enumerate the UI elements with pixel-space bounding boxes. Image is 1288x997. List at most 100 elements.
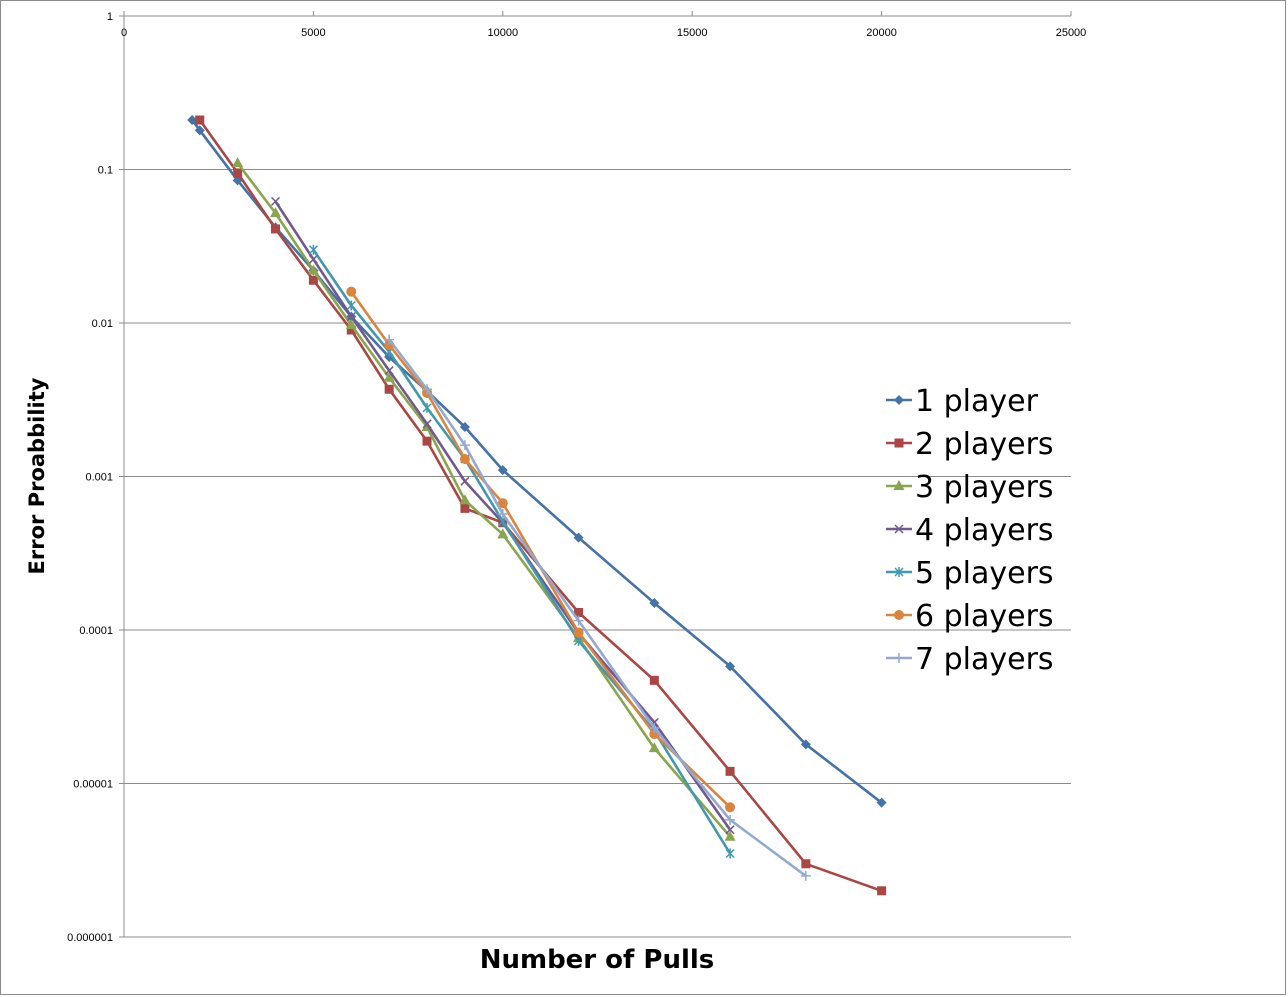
data-point bbox=[459, 422, 470, 433]
data-point bbox=[271, 224, 281, 234]
data-point bbox=[725, 848, 735, 859]
data-point bbox=[233, 168, 243, 178]
data-point bbox=[187, 115, 198, 126]
x-tick-label: 15000 bbox=[677, 27, 708, 39]
data-point bbox=[459, 440, 470, 451]
y-tick-label: 0.001 bbox=[85, 472, 113, 484]
legend-swatch-marker bbox=[894, 395, 904, 405]
series-line bbox=[198, 119, 883, 893]
legend-label: 5 players bbox=[915, 556, 1054, 591]
data-point bbox=[725, 802, 736, 813]
data-point bbox=[460, 476, 470, 486]
x-tick-label: 10000 bbox=[488, 27, 519, 39]
data-point bbox=[877, 886, 887, 896]
data-point bbox=[307, 264, 319, 275]
data-point bbox=[801, 859, 811, 869]
data-point bbox=[497, 528, 509, 539]
data-point bbox=[384, 334, 395, 345]
legend-item: 7 players bbox=[886, 642, 1054, 677]
data-point bbox=[648, 742, 660, 753]
data-point bbox=[345, 319, 357, 330]
x-tick-label: 5000 bbox=[301, 27, 325, 39]
series-1-player bbox=[187, 115, 887, 808]
legend-item: 6 players bbox=[886, 599, 1054, 634]
data-point bbox=[383, 371, 395, 382]
data-point bbox=[422, 436, 432, 446]
data-point bbox=[460, 503, 470, 513]
data-point bbox=[384, 384, 394, 394]
data-point bbox=[573, 615, 584, 626]
series-line bbox=[191, 119, 883, 804]
y-axis-title: Error Proabbility bbox=[25, 377, 49, 574]
y-tick-label: 0.000001 bbox=[67, 932, 113, 944]
series-3-players bbox=[232, 157, 736, 841]
data-point bbox=[422, 402, 432, 413]
data-point bbox=[422, 384, 433, 395]
x-tick-label: 25000 bbox=[1056, 27, 1087, 39]
legend-label: 2 players bbox=[915, 427, 1054, 462]
legend-label: 7 players bbox=[915, 642, 1054, 677]
x-tick-label: 0 bbox=[121, 27, 127, 39]
series-line bbox=[274, 200, 732, 831]
data-point bbox=[422, 419, 432, 429]
data-point bbox=[459, 494, 471, 505]
data-point bbox=[195, 115, 205, 125]
data-point bbox=[574, 608, 584, 618]
x-tick-labels: 0 5000 10000 15000 20000 25000 bbox=[121, 27, 1086, 39]
legend-label: 1 player bbox=[915, 384, 1039, 419]
data-point bbox=[724, 830, 736, 841]
y-tick-label: 0.00001 bbox=[73, 779, 113, 791]
series-7-players bbox=[384, 334, 811, 881]
data-point bbox=[649, 597, 660, 608]
legend-swatch-marker bbox=[894, 524, 904, 534]
axes bbox=[119, 11, 1072, 938]
series-line bbox=[350, 290, 732, 809]
data-point bbox=[725, 814, 736, 825]
data-point bbox=[270, 207, 282, 218]
legend-swatch-marker bbox=[893, 480, 905, 490]
legend-label: 4 players bbox=[915, 513, 1054, 548]
series-line bbox=[388, 338, 807, 877]
legend-swatch-marker bbox=[894, 610, 904, 620]
legend-swatch-marker bbox=[894, 567, 904, 577]
data-point bbox=[649, 722, 660, 733]
data-point bbox=[308, 244, 318, 255]
data-point bbox=[573, 627, 584, 638]
data-point bbox=[725, 766, 735, 776]
data-point bbox=[497, 508, 508, 519]
y-tick-label: 0.1 bbox=[98, 165, 113, 177]
data-point bbox=[346, 325, 356, 335]
data-point bbox=[346, 300, 356, 311]
legend-item: 4 players bbox=[886, 513, 1054, 548]
legend-label: 6 players bbox=[915, 599, 1054, 634]
legend-label: 3 players bbox=[915, 470, 1054, 505]
data-point bbox=[346, 286, 357, 297]
series-6-players bbox=[346, 286, 736, 813]
data-point bbox=[497, 465, 508, 476]
data-point bbox=[346, 312, 356, 322]
data-point bbox=[725, 661, 736, 672]
y-tick-label: 0.0001 bbox=[79, 625, 113, 637]
x-axis-title: Number of Pulls bbox=[480, 945, 715, 975]
data-point bbox=[384, 366, 394, 376]
data-point bbox=[270, 196, 281, 206]
legend-swatch-marker bbox=[894, 653, 904, 663]
y-tick-label: 1 bbox=[107, 11, 113, 23]
legend-item: 5 players bbox=[886, 556, 1054, 591]
legend-item: 2 players bbox=[886, 427, 1054, 462]
data-point bbox=[649, 675, 659, 685]
legend-swatch-marker bbox=[894, 438, 904, 448]
data-point bbox=[497, 498, 508, 509]
data-point bbox=[800, 739, 811, 750]
legend-item: 1 player bbox=[886, 384, 1039, 419]
data-point bbox=[725, 825, 735, 835]
data-point bbox=[232, 157, 244, 168]
legend-item: 3 players bbox=[886, 470, 1054, 505]
data-point bbox=[308, 254, 318, 264]
data-point bbox=[308, 275, 318, 285]
y-tick-labels: 1 0.1 0.01 0.001 0.0001 0.00001 0.000001 bbox=[67, 11, 113, 944]
x-tick-label: 20000 bbox=[866, 27, 897, 39]
data-point bbox=[459, 454, 470, 465]
